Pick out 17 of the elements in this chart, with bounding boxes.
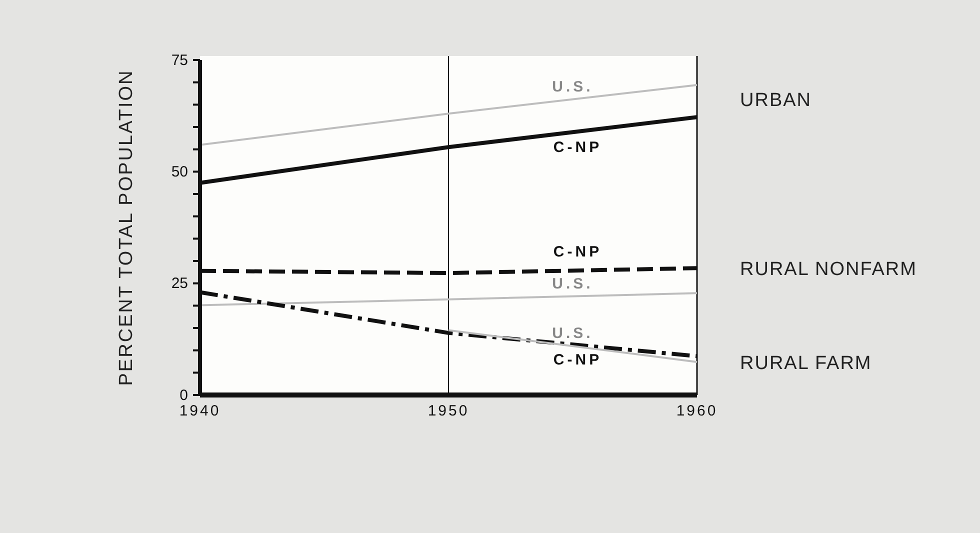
- y-tick-label: 75: [171, 52, 188, 69]
- y-tick-label: 50: [171, 163, 188, 180]
- series-label: C-NP: [553, 244, 602, 261]
- series-label: C-NP: [553, 352, 602, 369]
- y-tick-label: 0: [180, 386, 188, 404]
- text: RURAL NONFARM: [740, 259, 917, 280]
- series-label: C-NP: [553, 139, 602, 156]
- y-tick-label: 25: [171, 275, 188, 292]
- x-tick-label: 1950: [428, 402, 470, 420]
- series-label: U.S.: [552, 275, 594, 292]
- x-tick-label: 1960: [676, 402, 718, 420]
- text: URBAN: [740, 90, 812, 111]
- x-tick-label: 1940: [179, 402, 221, 420]
- y-axis-title: PERCENT TOTAL POPULATION: [116, 69, 137, 386]
- text: RURAL FARM: [740, 353, 872, 374]
- series-label: U.S.: [552, 78, 594, 96]
- series-label: U.S.: [552, 325, 594, 342]
